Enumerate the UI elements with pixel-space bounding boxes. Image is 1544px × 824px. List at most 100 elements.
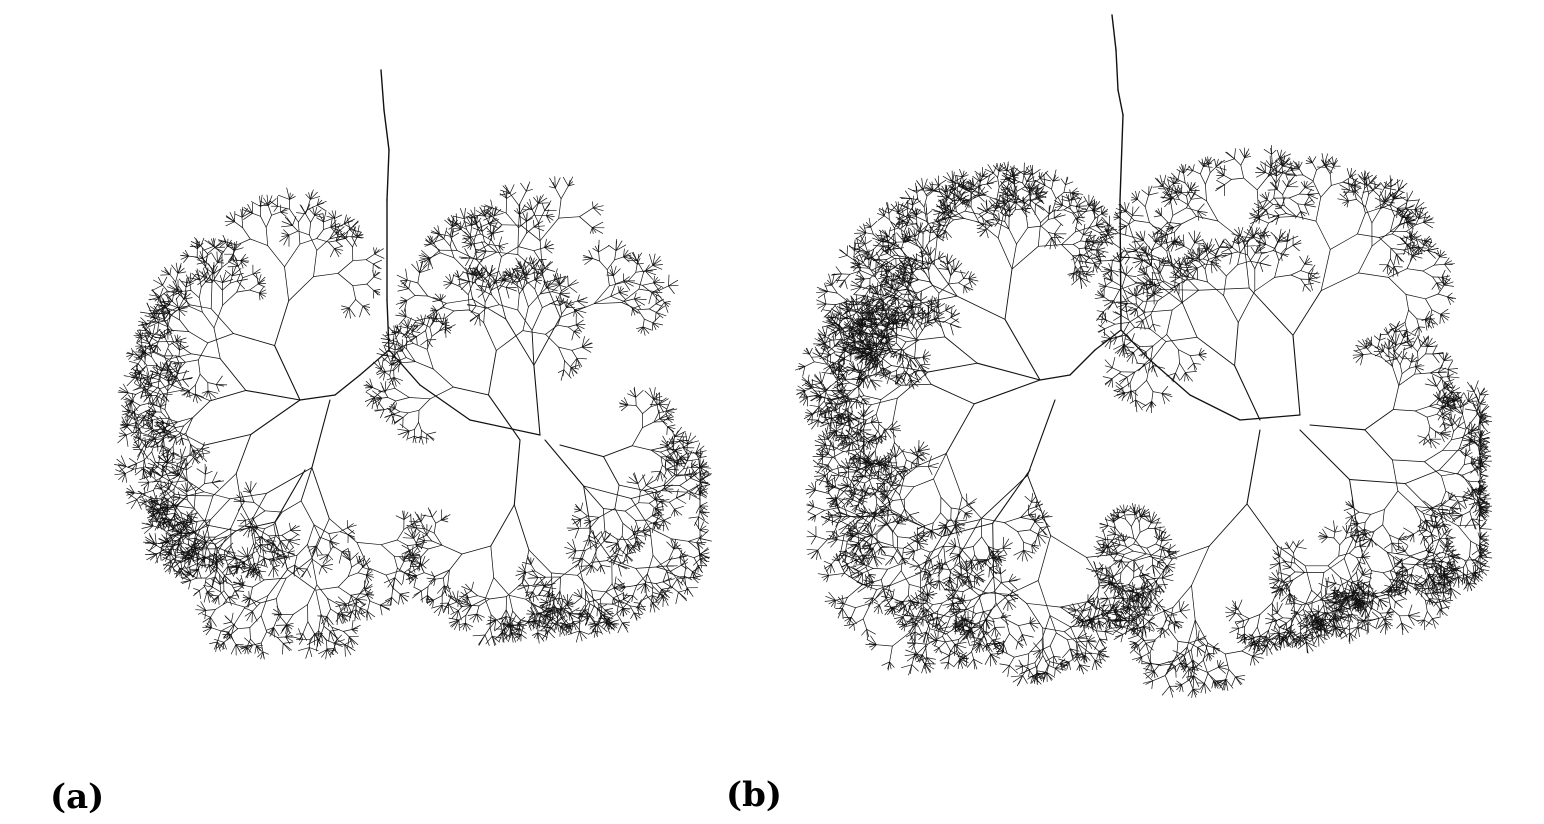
airway-branch <box>521 257 528 269</box>
airway-branch <box>236 273 241 282</box>
airway-branch <box>651 586 654 596</box>
airway-branch <box>156 388 161 396</box>
airway-branch <box>241 211 252 218</box>
airway-branch <box>298 209 308 223</box>
airway-branch <box>260 194 263 207</box>
airway-branch <box>162 428 171 432</box>
airway-branch <box>274 300 290 347</box>
airway-branch <box>427 586 429 596</box>
airway-branch <box>219 358 247 391</box>
airway-branch <box>316 198 320 206</box>
airway-branch <box>286 187 290 200</box>
airway-branch <box>417 514 422 523</box>
airway-branch <box>151 303 159 315</box>
airway-branch <box>249 238 269 246</box>
airway-branch <box>189 304 212 310</box>
airway-branch <box>190 353 221 359</box>
airway-branch <box>182 369 187 380</box>
airway-branch <box>152 335 163 340</box>
airway-branch <box>452 386 489 396</box>
airway-branch <box>418 421 422 431</box>
airway-branch <box>296 544 308 556</box>
airway-branch <box>147 422 153 431</box>
airway-branch <box>277 205 290 210</box>
airway-branch <box>308 208 316 216</box>
airway-branch <box>368 567 387 576</box>
airway-branch <box>532 584 537 593</box>
airway-branch <box>652 265 663 270</box>
airway-branch <box>407 409 420 414</box>
airway-branch <box>168 340 177 346</box>
airway-branch <box>204 482 213 484</box>
airway-branch <box>664 301 671 303</box>
airway-branch <box>249 627 251 640</box>
airway-branch <box>491 294 500 306</box>
airway-branch <box>137 416 145 422</box>
airway-branch <box>123 398 132 402</box>
airway-branch <box>162 431 171 434</box>
airway-branch <box>194 393 205 398</box>
airway-branch <box>688 516 700 519</box>
airway-branch <box>246 610 253 621</box>
airway-branch <box>157 316 165 320</box>
airway-branch <box>252 579 265 588</box>
airway-branch <box>127 425 137 427</box>
airway-branch <box>153 445 164 448</box>
airway-branch <box>283 234 290 246</box>
airway-branch <box>240 645 248 648</box>
airway-branch <box>348 228 358 238</box>
airway-branch <box>686 458 699 462</box>
airway-branch <box>190 449 194 456</box>
airway-branch <box>189 245 202 247</box>
airway-branch <box>196 261 207 265</box>
airway-branch <box>642 282 654 286</box>
airway-branch <box>276 636 284 644</box>
airway-branch <box>485 304 500 309</box>
airway-branch <box>142 323 148 329</box>
airway-branch <box>472 634 486 637</box>
airway-branch <box>216 251 218 264</box>
airway-branch <box>179 345 189 351</box>
airway-branch <box>153 311 160 323</box>
airway-branch <box>136 330 142 336</box>
airway-branch <box>297 230 310 236</box>
airway-branch <box>119 387 129 394</box>
airway-branch <box>131 432 143 434</box>
airway-branch <box>139 311 153 315</box>
airway-branch <box>498 304 519 311</box>
airway-branch <box>157 374 160 388</box>
airway-branch <box>538 222 541 242</box>
airway-branch <box>340 232 347 239</box>
airway-branch <box>698 509 701 518</box>
airway-branch <box>159 450 170 452</box>
airway-branch <box>183 255 189 263</box>
airway-branch <box>167 328 169 340</box>
airway-branch <box>206 390 209 398</box>
airway-branch <box>399 357 407 361</box>
airway-branch <box>284 243 301 268</box>
airway-branch <box>489 596 507 600</box>
airway-branch <box>516 283 520 295</box>
airway-branch <box>150 370 159 374</box>
airway-branch <box>225 241 238 246</box>
airway-branch <box>323 625 331 632</box>
airway-branch <box>314 206 318 216</box>
airway-branch <box>192 457 195 465</box>
airway-branch <box>648 303 657 310</box>
airway-branch <box>162 469 164 478</box>
airway-branch <box>459 208 465 220</box>
airway-branch <box>126 422 137 426</box>
airway-branch <box>396 529 405 541</box>
airway-branch <box>591 589 607 593</box>
airway-branch <box>643 318 654 324</box>
airway-branch <box>130 363 139 371</box>
airway-branch <box>173 341 192 355</box>
airway-branch <box>483 301 486 324</box>
airway-branch <box>192 449 201 456</box>
airway-branch <box>204 473 206 484</box>
airway-branch <box>440 519 449 523</box>
airway-branch <box>125 432 133 436</box>
airway-branch <box>568 367 572 377</box>
airway-branch <box>168 450 174 457</box>
airway-branch <box>176 340 185 348</box>
